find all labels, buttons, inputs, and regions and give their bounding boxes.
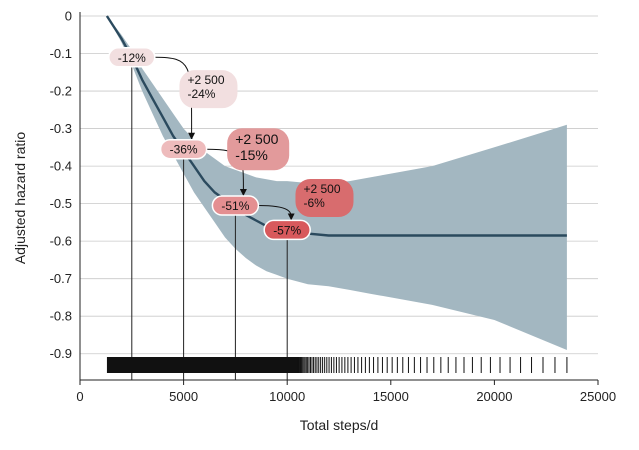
increment-label-line: -15%: [235, 147, 268, 163]
point-label-text: -57%: [273, 223, 301, 237]
increment-label-line: -24%: [187, 87, 215, 101]
rug-dense-block: [106, 357, 298, 373]
point-label-pill: [108, 47, 156, 68]
y-tick-label: -0.1: [50, 46, 72, 61]
x-tick-label: 25000: [580, 389, 616, 404]
y-tick-label: -0.4: [50, 159, 72, 174]
increment-label-line: -6%: [303, 196, 325, 210]
increment-label-line: +2 500: [235, 131, 278, 147]
rug-plot: [106, 357, 568, 373]
increment-label-box: [227, 128, 290, 171]
point-label-text: -36%: [170, 143, 198, 157]
y-tick-label: -0.8: [50, 309, 72, 324]
point-label-text: -12%: [118, 51, 146, 65]
transition-arrow: [258, 205, 295, 221]
y-axis-title: Adjusted hazard ratio: [12, 132, 28, 265]
y-tick-label: 0: [65, 9, 72, 24]
reference-lines: [131, 57, 288, 380]
point-label-pill: [263, 219, 311, 241]
y-tick-label: -0.5: [50, 196, 72, 211]
x-tick-label: 15000: [373, 389, 409, 404]
x-axis-title: Total steps/d: [300, 417, 379, 433]
point-label-pill: [159, 138, 208, 160]
y-tick-label: -0.6: [50, 234, 72, 249]
y-tick-label: -0.3: [50, 121, 72, 136]
x-tick-label: 20000: [476, 389, 512, 404]
point-label-text: -51%: [221, 199, 249, 213]
x-tick-label: 0: [76, 389, 83, 404]
axes: 0 -0.1 -0.2 -0.3 -0.4 -0.5 -0.6 -0.7 -0.8 -0.9 0 50…: [50, 9, 616, 405]
x-tick-label: 5000: [169, 389, 198, 404]
transition-arrow: [154, 56, 196, 140]
increment-label-line: +2 500: [187, 73, 224, 87]
increment-label-box: [179, 70, 238, 109]
increment-label-line: +2 500: [303, 182, 340, 196]
y-tick-label: -0.7: [50, 271, 72, 286]
point-label-pill: [211, 195, 260, 216]
y-tick-label: -0.9: [50, 346, 72, 361]
increment-label-box: [295, 179, 354, 217]
y-tick-label: -0.2: [50, 84, 72, 99]
x-tick-label: 10000: [269, 389, 305, 404]
annotations: -12%-36%-51%-57%+2 500-24%+2 500-15%+2 5…: [108, 47, 354, 241]
